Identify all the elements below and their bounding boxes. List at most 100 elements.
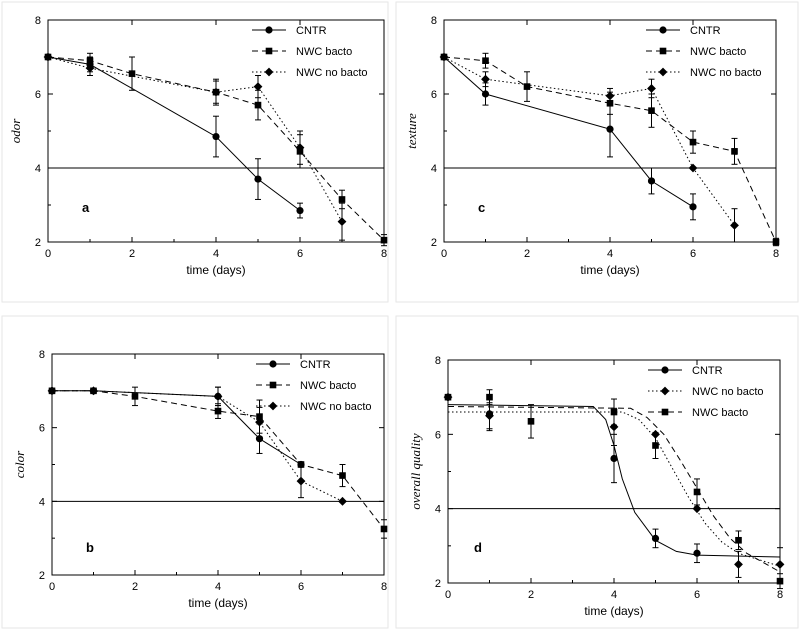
data-point bbox=[689, 138, 697, 146]
y-tick-label: 2 bbox=[35, 237, 41, 249]
y-tick-label: 2 bbox=[39, 570, 45, 582]
x-axis-label: time (days) bbox=[188, 596, 247, 610]
legend-label: NWC bacto bbox=[296, 46, 352, 58]
data-point bbox=[255, 417, 264, 427]
panel-letter: a bbox=[82, 200, 90, 215]
x-tick-label: 0 bbox=[49, 581, 55, 593]
data-point bbox=[337, 217, 347, 227]
data-point bbox=[689, 203, 697, 211]
data-point bbox=[339, 472, 346, 479]
panel-letter: c bbox=[478, 200, 485, 215]
data-point bbox=[523, 83, 531, 90]
legend-label: NWC no bacto bbox=[296, 67, 368, 79]
legend-marker bbox=[661, 408, 669, 416]
legend-label: CNTR bbox=[296, 25, 327, 37]
panel-letter: d bbox=[474, 540, 482, 555]
x-tick-label: 6 bbox=[297, 248, 303, 260]
y-tick-label: 8 bbox=[39, 349, 45, 361]
data-point bbox=[85, 63, 95, 73]
data-point bbox=[43, 52, 53, 62]
data-point bbox=[380, 525, 388, 533]
x-tick-label: 2 bbox=[524, 248, 530, 260]
x-tick-label: 0 bbox=[45, 248, 51, 260]
data-point bbox=[527, 418, 535, 425]
legend-marker bbox=[265, 26, 273, 34]
data-point bbox=[444, 393, 452, 401]
y-tick-label: 8 bbox=[431, 15, 437, 27]
data-point bbox=[338, 496, 347, 506]
x-tick-label: 2 bbox=[132, 581, 138, 593]
series-line bbox=[447, 406, 781, 573]
legend-marker bbox=[661, 366, 669, 374]
series-line bbox=[47, 56, 343, 222]
data-point bbox=[775, 560, 785, 569]
data-point bbox=[380, 236, 388, 244]
legend-marker bbox=[265, 47, 273, 55]
data-point bbox=[211, 87, 221, 97]
data-point bbox=[128, 70, 136, 77]
legend-label: NWC no bacto bbox=[690, 67, 762, 79]
x-tick-label: 0 bbox=[441, 248, 447, 260]
data-point bbox=[606, 125, 614, 133]
data-point bbox=[296, 206, 304, 215]
x-tick-label: 0 bbox=[445, 589, 451, 601]
series-nwc-no-bacto bbox=[47, 386, 347, 506]
x-tick-label: 4 bbox=[611, 589, 617, 601]
data-point bbox=[693, 488, 701, 496]
panel-background bbox=[395, 315, 799, 629]
data-point bbox=[213, 391, 223, 401]
data-point bbox=[610, 454, 618, 463]
y-axis-label: overall quality bbox=[408, 433, 423, 509]
data-point bbox=[254, 175, 262, 183]
legend-marker bbox=[659, 26, 667, 34]
legend-marker bbox=[264, 67, 274, 77]
legend-label: NWC no bacto bbox=[300, 401, 372, 413]
data-point bbox=[212, 132, 220, 141]
x-tick-label: 2 bbox=[129, 248, 135, 260]
series-line bbox=[447, 404, 781, 558]
y-tick-label: 2 bbox=[431, 237, 437, 249]
y-tick-label: 4 bbox=[435, 504, 441, 516]
legend-label: CNTR bbox=[300, 359, 331, 371]
legend-marker bbox=[269, 360, 277, 368]
series-nwc-no-bacto bbox=[43, 52, 347, 241]
data-point bbox=[253, 82, 263, 91]
legend-label: NWC bacto bbox=[300, 380, 356, 392]
x-tick-label: 8 bbox=[381, 248, 387, 260]
series-line bbox=[47, 56, 385, 241]
legend-marker bbox=[658, 67, 668, 77]
x-tick-label: 8 bbox=[773, 248, 779, 260]
y-tick-label: 6 bbox=[431, 89, 437, 101]
legend-label: CNTR bbox=[690, 25, 721, 37]
data-point bbox=[131, 393, 139, 400]
legend-label: NWC bacto bbox=[692, 407, 748, 419]
x-tick-label: 8 bbox=[381, 581, 387, 593]
data-point bbox=[485, 411, 494, 421]
panel-background bbox=[1, 315, 389, 629]
legend-label: NWC no bacto bbox=[692, 386, 764, 398]
data-point bbox=[735, 536, 742, 544]
data-point bbox=[647, 84, 656, 93]
data-point bbox=[731, 148, 738, 155]
x-tick-label: 2 bbox=[528, 589, 534, 601]
data-point bbox=[481, 74, 490, 84]
data-point bbox=[296, 476, 306, 486]
y-axis-label: texture bbox=[404, 113, 419, 149]
data-point bbox=[481, 90, 490, 98]
x-tick-label: 8 bbox=[777, 589, 783, 601]
x-tick-label: 4 bbox=[215, 581, 221, 593]
x-axis-label: time (days) bbox=[584, 604, 643, 618]
legend-marker bbox=[269, 381, 277, 389]
data-point bbox=[89, 386, 98, 396]
data-point bbox=[482, 57, 489, 64]
data-point bbox=[648, 107, 655, 114]
data-point bbox=[295, 143, 305, 153]
data-point bbox=[734, 560, 743, 569]
x-tick-label: 6 bbox=[694, 589, 700, 601]
y-tick-label: 6 bbox=[35, 89, 41, 101]
y-tick-label: 4 bbox=[431, 163, 437, 175]
data-point bbox=[47, 386, 57, 396]
